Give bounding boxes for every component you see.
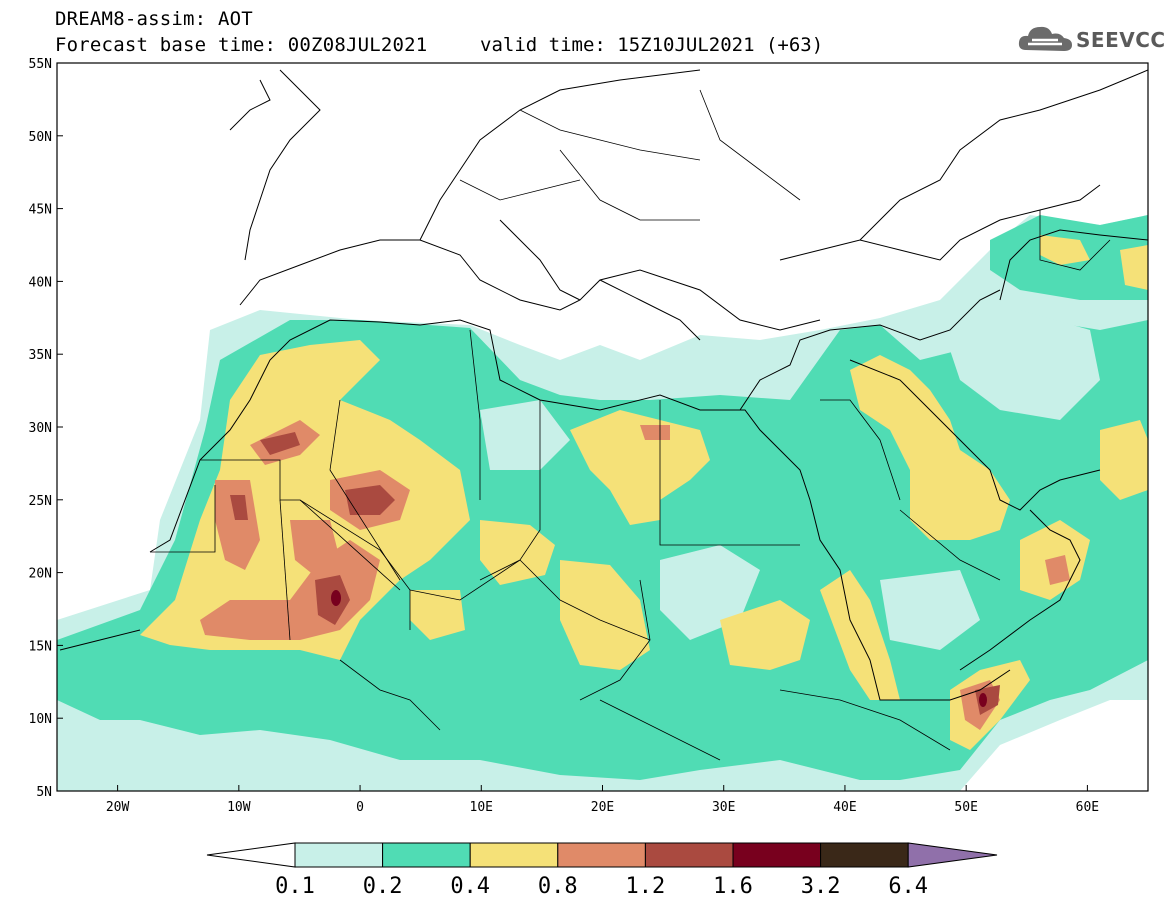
latitude-axis: 5N 10N 15N 20N 25N 30N 35N 40N 45N 50N 55N: [29, 57, 63, 800]
colorbar-boxes: [206, 842, 998, 868]
lon-label-20E: 20E: [591, 800, 614, 815]
colorbar-label-0.2: 0.2: [363, 874, 403, 899]
colorbar-arrow-low: [206, 842, 296, 868]
colorbar-box-c08: [557, 842, 646, 868]
colorbar-box-c16: [732, 842, 822, 868]
lon-label-50E: 50E: [954, 800, 977, 815]
map-fields: [57, 63, 1148, 791]
colorbar-box-c04: [469, 842, 559, 868]
lat-label-35N: 35N: [29, 348, 52, 363]
colorbar-label-0.1: 0.1: [275, 874, 315, 899]
lat-label-45N: 45N: [29, 203, 52, 218]
colorbar-labels: 0.1 0.2 0.4 0.8 1.2 1.6 3.2 6.4: [275, 874, 928, 899]
logo-text: SEEVCCC: [1076, 28, 1165, 52]
colorbar-label-1.2: 1.2: [626, 874, 666, 899]
colorbar-label-6.4: 6.4: [888, 874, 928, 899]
lon-label-30E: 30E: [712, 800, 735, 815]
colorbar-arrow-high: [907, 842, 998, 868]
lon-label-40E: 40E: [833, 800, 856, 815]
lon-label-60E: 60E: [1076, 800, 1099, 815]
longitude-axis: 20W 10W 0 10E 20E 30E 40E 50E 60E: [106, 785, 1099, 815]
lat-label-40N: 40N: [29, 275, 52, 290]
colorbar-box-c01: [294, 842, 384, 868]
colorbar-label-0.8: 0.8: [538, 874, 578, 899]
lat-label-10N: 10N: [29, 712, 52, 727]
lat-label-30N: 30N: [29, 421, 52, 436]
forecast-base-time: Forecast base time: 00Z08JUL2021: [55, 34, 428, 56]
colorbar-box-c02: [382, 842, 471, 868]
lat-label-50N: 50N: [29, 130, 52, 145]
colorbar-label-3.2: 3.2: [801, 874, 841, 899]
lon-label-20W: 20W: [106, 800, 130, 815]
lon-label-10E: 10E: [470, 800, 493, 815]
aot-field-0.4-libya: [570, 410, 710, 525]
lat-label-20N: 20N: [29, 567, 52, 582]
colorbar-box-c12: [644, 842, 734, 868]
borders: [150, 89, 1111, 761]
lat-label-25N: 25N: [29, 494, 52, 509]
cloud-icon: [1018, 26, 1072, 51]
lat-label-15N: 15N: [29, 639, 52, 654]
aot-field-0.4-arabia: [850, 355, 1010, 540]
map-title: DREAM8-assim: AOT: [55, 8, 253, 30]
colorbar-label-0.4: 0.4: [450, 874, 490, 899]
seevccc-logo: SEEVCCC: [1018, 22, 1165, 56]
coastlines: [59, 69, 1148, 701]
lon-label-10W: 10W: [227, 800, 251, 815]
colorbar-box-c32: [820, 842, 909, 868]
colorbar-label-1.6: 1.6: [713, 874, 753, 899]
lon-label-0: 0: [356, 800, 364, 815]
lat-label-5N: 5N: [36, 785, 52, 800]
lat-label-55N: 55N: [29, 57, 52, 72]
aot-field-0.4-west: [140, 340, 470, 660]
valid-time: valid time: 15Z10JUL2021 (+63): [480, 34, 824, 56]
